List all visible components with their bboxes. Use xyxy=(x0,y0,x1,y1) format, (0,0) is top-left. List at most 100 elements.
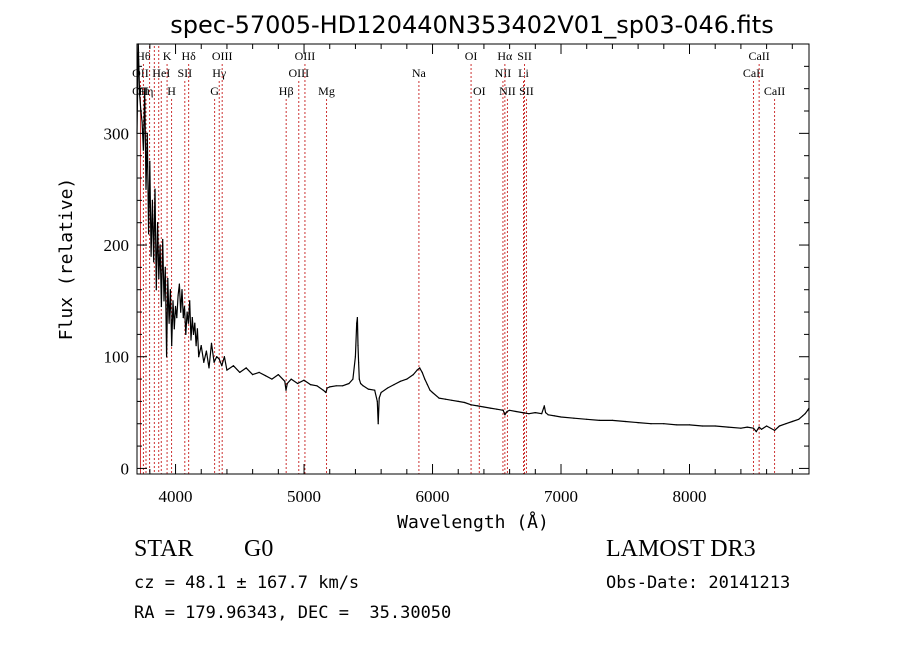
y-axis-label: Flux (relative) xyxy=(56,178,77,341)
data-point xyxy=(406,378,408,380)
data-point xyxy=(483,406,485,408)
data-point xyxy=(489,407,491,409)
series-line xyxy=(136,43,810,433)
data-point xyxy=(804,413,806,415)
marker-label: Hη xyxy=(139,84,154,98)
data-point xyxy=(755,431,757,433)
marker-label: OI xyxy=(465,49,478,63)
data-point xyxy=(586,418,588,420)
data-point xyxy=(151,199,153,201)
marker-label: H xyxy=(167,84,176,98)
data-point xyxy=(239,371,241,373)
data-point xyxy=(326,387,328,389)
data-point xyxy=(502,409,504,411)
data-point xyxy=(560,416,562,418)
data-point xyxy=(348,382,350,385)
data-point xyxy=(419,367,421,369)
data-point xyxy=(335,385,337,387)
marker-label: Na xyxy=(412,66,427,80)
data-point xyxy=(509,409,511,411)
data-point xyxy=(194,322,196,324)
data-point xyxy=(688,424,691,426)
data-point xyxy=(286,382,288,385)
data-point xyxy=(802,415,804,417)
data-point xyxy=(172,300,174,302)
marker-label: Li xyxy=(518,66,529,80)
data-point xyxy=(196,328,198,330)
data-point xyxy=(223,356,225,358)
data-point xyxy=(149,160,151,162)
data-point xyxy=(178,283,180,285)
data-point xyxy=(157,222,159,224)
data-point xyxy=(160,305,162,308)
data-point xyxy=(534,412,536,414)
data-point xyxy=(174,305,177,308)
data-point xyxy=(297,382,299,385)
data-point xyxy=(676,424,678,426)
data-point xyxy=(573,417,575,419)
marker-label: CaII xyxy=(743,66,764,80)
data-point xyxy=(504,414,506,416)
marker-label: Hα xyxy=(497,49,513,63)
data-point xyxy=(195,345,197,347)
data-point xyxy=(438,397,440,399)
data-point xyxy=(760,428,763,430)
data-point xyxy=(758,426,760,428)
marker-label: NII xyxy=(495,66,512,80)
data-point xyxy=(284,380,286,382)
data-point xyxy=(210,342,213,344)
data-point xyxy=(167,277,169,280)
data-point xyxy=(168,322,170,324)
data-point xyxy=(521,412,524,414)
data-point xyxy=(752,427,755,429)
marker-label: SII xyxy=(519,84,534,98)
data-point xyxy=(444,398,446,400)
data-point xyxy=(285,389,287,391)
data-point xyxy=(322,389,324,391)
data-point xyxy=(746,426,748,428)
data-point xyxy=(162,238,164,241)
marker-label: CaII xyxy=(764,84,785,98)
data-point xyxy=(190,339,192,341)
data-point xyxy=(547,414,549,416)
data-point xyxy=(216,356,218,358)
data-point xyxy=(158,277,160,280)
data-point xyxy=(399,380,401,382)
y-tick-label: 100 xyxy=(104,348,130,367)
data-point xyxy=(358,378,360,380)
axis-ticks: 4000 5000 6000 7000 8000 0 100 200 300 xyxy=(104,44,809,506)
marker-label: Hγ xyxy=(212,66,227,80)
data-point xyxy=(357,345,359,347)
x-tick-label: 4000 xyxy=(159,487,193,506)
y-tick-label: 300 xyxy=(104,124,130,143)
data-point xyxy=(778,425,781,427)
x-tick-label: 8000 xyxy=(673,487,707,506)
data-point xyxy=(496,408,498,410)
data-point xyxy=(807,409,809,411)
data-point xyxy=(624,420,626,423)
data-point xyxy=(177,294,179,296)
data-point xyxy=(155,289,157,291)
data-point xyxy=(200,345,202,347)
data-point xyxy=(470,404,472,406)
data-point xyxy=(791,420,793,423)
x-axis-label: Wavelength (Å) xyxy=(397,511,549,533)
marker-label: Mg xyxy=(318,84,335,98)
data-point xyxy=(252,374,254,376)
data-point xyxy=(329,386,331,388)
data-point xyxy=(650,423,652,425)
data-point xyxy=(186,311,188,313)
data-point xyxy=(176,317,178,319)
data-point xyxy=(377,423,379,425)
marker-label: OII xyxy=(132,66,149,80)
data-point xyxy=(183,305,186,308)
data-point xyxy=(431,391,434,394)
data-point xyxy=(543,405,545,407)
data-point xyxy=(378,397,380,399)
data-point xyxy=(154,188,156,190)
data-point xyxy=(774,429,776,431)
data-point xyxy=(506,410,508,413)
data-point xyxy=(426,384,428,386)
data-point xyxy=(164,266,166,268)
